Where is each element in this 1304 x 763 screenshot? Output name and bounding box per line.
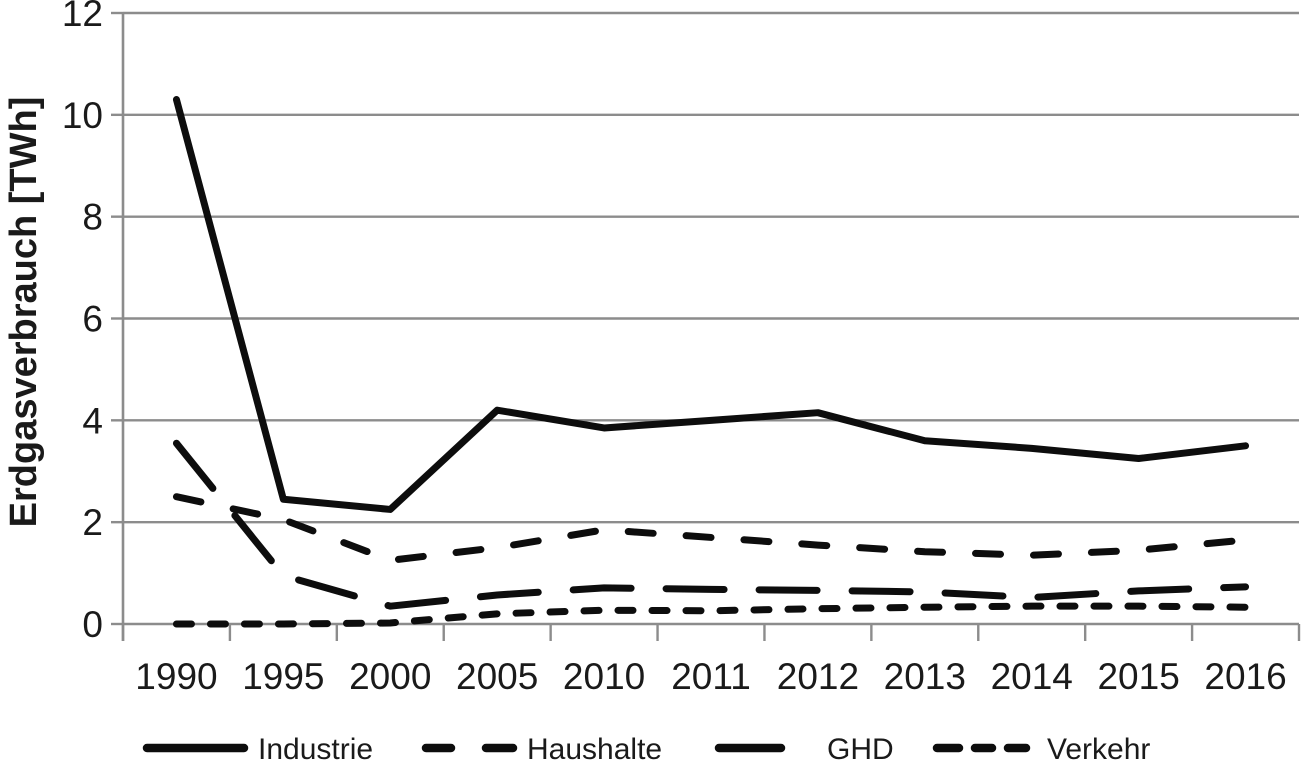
x-tick-label-2005: 2005 xyxy=(456,656,538,697)
y-tick-label-12: 12 xyxy=(62,0,103,34)
legend-label-verkehr: Verkehr xyxy=(1047,733,1150,763)
legend-item-industrie: Industrie xyxy=(142,733,373,763)
gridlines xyxy=(123,11,1299,524)
y-tick-label-2: 2 xyxy=(82,502,103,543)
y-tick-label-10: 10 xyxy=(62,95,103,136)
x-tick-label-2015: 2015 xyxy=(1097,656,1179,697)
y-axis-tick-labels: 0 2 4 6 8 10 12 xyxy=(62,0,103,645)
legend-label-haushalte: Haushalte xyxy=(527,733,662,763)
y-tick-label-0: 0 xyxy=(82,604,103,645)
x-tick-label-2012: 2012 xyxy=(777,656,859,697)
y-tick-label-4: 4 xyxy=(82,400,103,441)
x-tick-label-2014: 2014 xyxy=(991,656,1073,697)
y-axis-title: Erdgasverbrauch [TWh] xyxy=(3,97,45,528)
x-tick-label-2000: 2000 xyxy=(349,656,431,697)
legend-item-ghd: GHD xyxy=(714,733,894,763)
y-tick-label-8: 8 xyxy=(82,197,103,238)
series-line-verkehr xyxy=(172,602,1250,628)
legend-item-verkehr: Verkehr xyxy=(932,733,1150,763)
legend-label-ghd: GHD xyxy=(827,733,894,763)
y-tick-label-6: 6 xyxy=(82,299,103,340)
series-line-industrie xyxy=(172,96,1250,513)
data-series xyxy=(172,96,1250,628)
x-tick-label-2013: 2013 xyxy=(884,656,966,697)
legend-item-haushalte: Haushalte xyxy=(421,733,662,763)
series-line-ghd xyxy=(172,439,1250,610)
series-line-haushalte xyxy=(172,493,1250,564)
x-tick-label-1995: 1995 xyxy=(242,656,324,697)
x-tick-label-2016: 2016 xyxy=(1204,656,1286,697)
x-tick-label-2011: 2011 xyxy=(671,656,751,697)
x-tick-label-2010: 2010 xyxy=(563,656,645,697)
legend: Industrie Haushalte GHD Verkehr xyxy=(142,733,1150,763)
x-tick-label-1990: 1990 xyxy=(135,656,217,697)
x-axis-tick-labels: 1990 1995 2000 2005 2010 2011 2012 2013 2014 2015… xyxy=(135,656,1286,697)
legend-label-industrie: Industrie xyxy=(258,733,373,763)
axes xyxy=(111,11,1301,641)
